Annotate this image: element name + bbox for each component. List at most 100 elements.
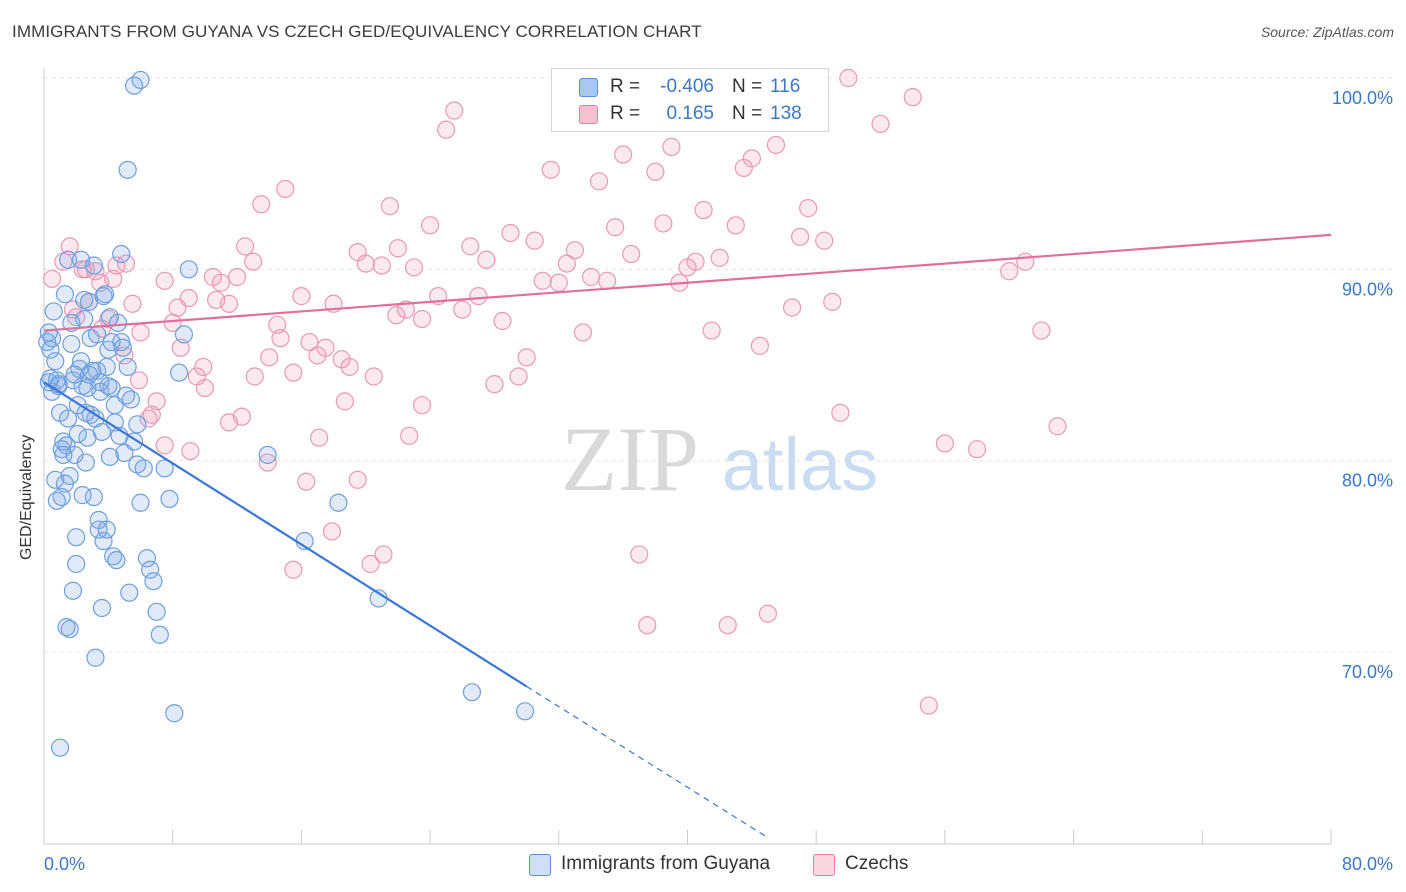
czechs-point (194, 357, 213, 377)
guyana-point (113, 338, 132, 357)
tick-labels: 100.0% 90.0% 80.0% 70.0% 0.0% 80.0% (44, 88, 1393, 874)
guyana-point (41, 369, 60, 388)
czechs-point (211, 273, 231, 292)
guyana-point (102, 378, 121, 398)
czechs-point (276, 179, 295, 199)
legend-row-czechs: R = 0.165 N = 138 (552, 101, 828, 127)
czechs-trend-line (43, 233, 1332, 332)
czechs-point (919, 696, 938, 715)
czechs-point (1048, 417, 1067, 436)
czechs-point (646, 162, 665, 181)
czechs-point (292, 287, 311, 306)
czechs-point (1016, 252, 1035, 271)
y-tick-label: 70.0% (1342, 662, 1393, 682)
legend-row-guyana: R = -0.406 N = 116 (552, 74, 828, 100)
trend-lines (43, 233, 1332, 837)
czechs-point (742, 149, 761, 168)
guyana-point (329, 493, 348, 512)
czechs-point (245, 367, 264, 386)
guyana-point (60, 619, 79, 639)
legend-n-value: 116 (770, 76, 801, 97)
czechs-point (129, 371, 149, 390)
guyana-point (44, 302, 63, 321)
czechs-point (404, 258, 424, 277)
czechs-point (297, 472, 316, 491)
guyana-point (134, 459, 153, 478)
czechs-point (42, 269, 62, 288)
czechs-point (412, 396, 432, 415)
czechs-point (437, 120, 456, 139)
czechs-point (260, 348, 279, 367)
czechs-point (517, 348, 536, 367)
guyana-point (73, 376, 92, 396)
guyana-point (131, 493, 150, 512)
czechs-point (614, 145, 633, 164)
czechs-point (1032, 321, 1051, 340)
legend-label-czechs: Czechs (845, 853, 909, 874)
guyana-point (97, 357, 116, 377)
series-legend: Immigrants from Guyana Czechs (0, 852, 1406, 878)
guyana-point (67, 554, 86, 574)
czechs-point (309, 428, 329, 447)
legend-swatch-guyana (579, 78, 598, 97)
czechs-point (493, 311, 512, 331)
guyana-point (174, 325, 194, 344)
legend-label-guyana: Immigrants from Guyana (561, 853, 771, 874)
legend-r-label: R = (610, 76, 641, 97)
czechs-point (207, 290, 226, 310)
guyana-point (179, 260, 198, 279)
guyana-point (150, 625, 169, 644)
czechs-point (839, 68, 858, 88)
czechs-point (686, 252, 705, 271)
x-tick-label-left: 0.0% (44, 854, 85, 874)
guyana-point (46, 352, 65, 371)
czechs-point (622, 244, 641, 264)
guyana-point (59, 250, 78, 269)
czechs-point (421, 216, 440, 235)
guyana-point (118, 160, 137, 179)
czechs-point (168, 298, 187, 317)
guyana-point (141, 560, 160, 579)
x-tick-label-right: 80.0% (1342, 854, 1393, 874)
czechs-point (316, 338, 335, 357)
czechs-point (935, 434, 955, 453)
czechs-point (116, 254, 136, 273)
czechs-point (322, 522, 342, 541)
czechs-point (380, 197, 399, 216)
czechs-point (181, 442, 200, 461)
legend-r-label: R = (610, 103, 641, 124)
czechs-point (227, 267, 247, 287)
czechs-point (284, 363, 303, 382)
czechs-point (1000, 262, 1019, 281)
guyana-point (89, 510, 108, 530)
y-tick-label: 100.0% (1332, 88, 1393, 108)
guyana-point (131, 70, 150, 90)
czechs-point (60, 237, 79, 256)
watermark: ZIP atlas (561, 408, 878, 510)
legend-n-label: N = (732, 103, 763, 124)
guyana-point (67, 528, 86, 547)
czechs-point (453, 300, 472, 319)
legend-n-label: N = (732, 76, 763, 97)
correlation-legend: R = -0.406 N = 116 R = 0.165 N = 138 (551, 68, 829, 132)
czechs-point (694, 200, 713, 220)
guyana-point (55, 285, 75, 304)
legend-swatch-czechs (813, 854, 835, 876)
czechs-point (252, 195, 271, 214)
czechs-point (718, 616, 737, 635)
guyana-point (79, 365, 99, 384)
guyana-point (75, 290, 94, 310)
czechs-point (815, 231, 834, 250)
czechs-point (268, 315, 287, 334)
guyana-point (84, 487, 103, 507)
y-tick-label: 80.0% (1342, 471, 1393, 491)
czechs-point (750, 336, 769, 355)
guyana-point (92, 422, 112, 442)
guyana-point (102, 332, 121, 352)
guyana-point (120, 583, 139, 602)
guyana-point (39, 323, 58, 342)
guyana-trend-line (43, 381, 528, 688)
guyana-point (57, 618, 76, 637)
czechs-point (758, 604, 778, 623)
guyana-point (76, 453, 95, 472)
